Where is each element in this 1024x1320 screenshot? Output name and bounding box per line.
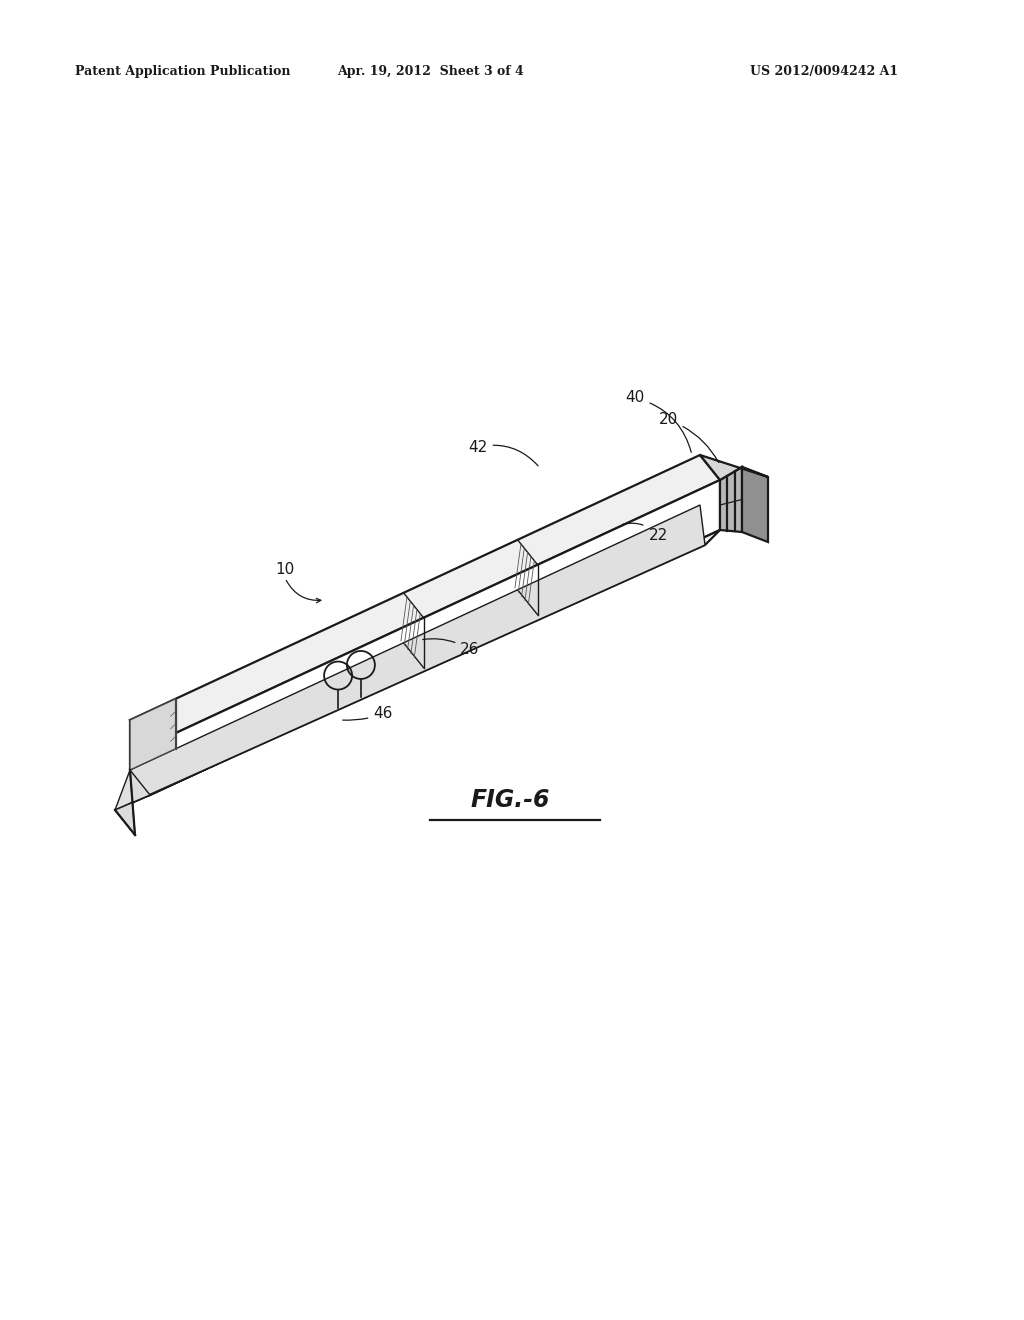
Polygon shape: [130, 698, 175, 770]
Text: 10: 10: [275, 562, 295, 578]
Polygon shape: [700, 455, 768, 480]
Polygon shape: [742, 467, 768, 543]
Polygon shape: [720, 467, 742, 532]
FancyArrowPatch shape: [287, 581, 321, 603]
Text: Patent Application Publication: Patent Application Publication: [75, 65, 291, 78]
Polygon shape: [130, 719, 150, 795]
Text: 20: 20: [658, 412, 719, 462]
Text: 26: 26: [423, 639, 479, 657]
Polygon shape: [115, 770, 150, 836]
Polygon shape: [115, 531, 720, 810]
Text: 22: 22: [623, 523, 668, 543]
Polygon shape: [150, 480, 720, 795]
Text: 46: 46: [343, 706, 392, 722]
Polygon shape: [130, 455, 720, 744]
Text: 42: 42: [468, 440, 539, 466]
Text: FIG.-6: FIG.-6: [470, 788, 550, 812]
Polygon shape: [115, 506, 705, 810]
Text: Apr. 19, 2012  Sheet 3 of 4: Apr. 19, 2012 Sheet 3 of 4: [337, 65, 523, 78]
Text: 40: 40: [626, 391, 691, 453]
Text: US 2012/0094242 A1: US 2012/0094242 A1: [750, 65, 898, 78]
